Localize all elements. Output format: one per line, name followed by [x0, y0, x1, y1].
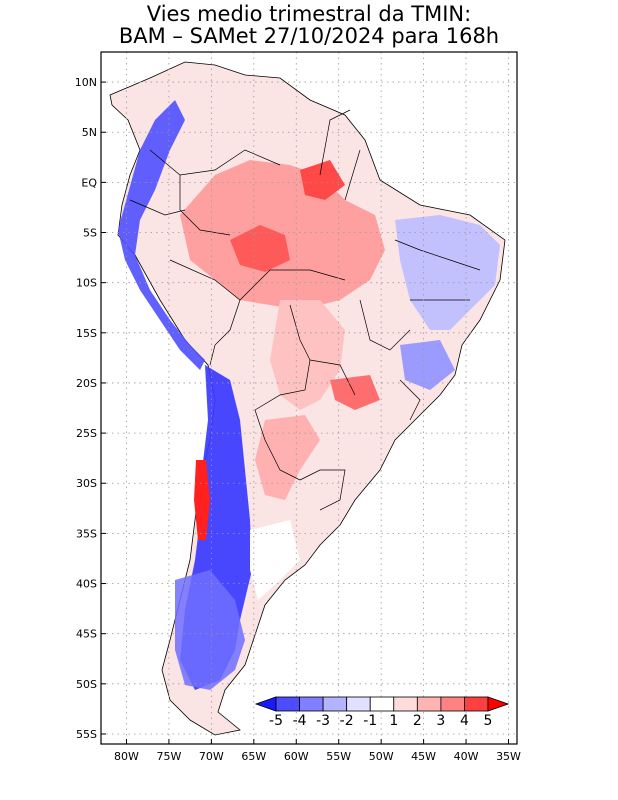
- neutral-patagonia-east: [250, 520, 300, 600]
- colorbar: -5 -4 -3 -2 -1 1 2 3 4 5: [254, 696, 510, 729]
- map-frame: [100, 51, 518, 745]
- colorbar-box: [299, 696, 324, 712]
- lon-tick-label: 45W: [411, 750, 436, 763]
- map-gridlines: [101, 52, 517, 744]
- lat-tick-label: 5S: [83, 227, 97, 240]
- map-title-line1: Vies medio trimestral da TMIN:: [146, 2, 472, 26]
- lon-tick-label: 70W: [199, 750, 224, 763]
- lat-tick-label: EQ: [81, 176, 97, 189]
- colorbar-box: [393, 696, 418, 712]
- lon-tick-label: 80W: [114, 750, 139, 763]
- lon-tick-label: 55W: [326, 750, 351, 763]
- lat-tick-label: 40S: [76, 578, 97, 591]
- map-title-line2: BAM – SAMet 27/10/2024 para 168h: [118, 24, 500, 48]
- lon-tick-label: 35W: [496, 750, 521, 763]
- colorbar-box: [416, 696, 442, 712]
- colorbar-level-label: 1: [389, 713, 398, 729]
- lat-tick-label: 10N: [75, 76, 97, 89]
- colorbar-level-label: -2: [340, 713, 354, 729]
- colorbar-box: [346, 696, 371, 712]
- lat-tick-label: 10S: [76, 277, 97, 290]
- lat-tick-label: 15S: [76, 327, 97, 340]
- warm-anomaly-mid: [330, 375, 380, 410]
- lon-tick-label: 50W: [369, 750, 394, 763]
- colorbar-box: [322, 696, 348, 712]
- lon-tick-label: 65W: [241, 750, 266, 763]
- cool-anomaly-andes-north: [118, 100, 205, 370]
- colorbar-min-triangle: [254, 696, 277, 712]
- colorbar-box: [275, 696, 300, 712]
- colorbar-level-label: -3: [316, 713, 330, 729]
- warm-anomaly-core: [230, 225, 290, 272]
- colorbar-box: [440, 696, 465, 712]
- colorbar-box: [369, 696, 395, 712]
- colorbar-max-triangle: [487, 696, 510, 712]
- lat-tick-label: 55S: [76, 728, 97, 741]
- colorbar-level-label: -4: [293, 713, 307, 729]
- lat-tick-label: 30S: [76, 477, 97, 490]
- warm-anomaly-chile-coast: [194, 460, 210, 540]
- cool-anomaly-east: [400, 340, 455, 390]
- warm-anomaly-south-brazil: [255, 415, 320, 500]
- country-borders: [129, 109, 481, 511]
- warm-anomaly-north: [300, 160, 345, 200]
- cool-anomaly-patagonia: [175, 570, 245, 690]
- lat-tick-label: 50S: [76, 678, 97, 691]
- lat-tick-label: 35S: [76, 527, 97, 540]
- lon-tick-label: 75W: [156, 750, 181, 763]
- lat-tick-label: 25S: [76, 427, 97, 440]
- colorbar-level-label: 5: [484, 713, 493, 729]
- lon-tick-label: 60W: [284, 750, 309, 763]
- colorbar-level-label: 3: [436, 713, 445, 729]
- lat-tick-label: 5N: [82, 126, 97, 139]
- colorbar-level-label: -1: [363, 713, 377, 729]
- colorbar-level-label: -5: [269, 713, 283, 729]
- lon-tick-label: 40W: [454, 750, 479, 763]
- colorbar-level-label: 2: [413, 713, 422, 729]
- cool-anomaly-northeast: [395, 215, 500, 330]
- lat-tick-label: 20S: [76, 377, 97, 390]
- colorbar-box: [464, 696, 489, 712]
- colorbar-level-label: 4: [460, 713, 469, 729]
- lat-tick-label: 45S: [76, 628, 97, 641]
